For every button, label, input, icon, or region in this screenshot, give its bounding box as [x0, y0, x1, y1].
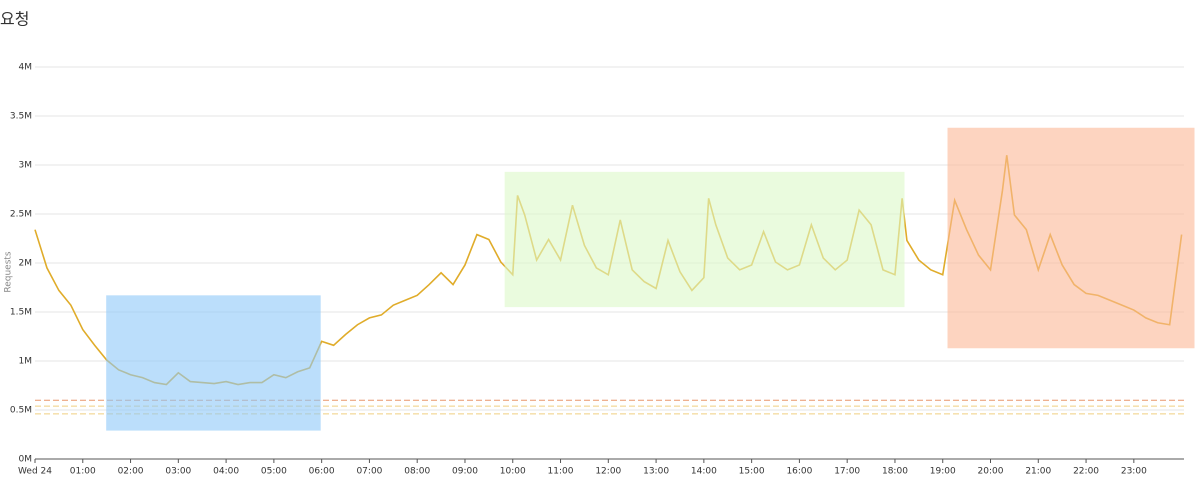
highlight-region	[504, 171, 905, 308]
highlight-region	[106, 295, 321, 431]
x-tick-label: 11:00	[548, 467, 574, 477]
y-tick-label: 3M	[19, 161, 33, 171]
x-tick-label: 14:00	[691, 467, 717, 477]
x-tick-label: 01:00	[70, 467, 96, 477]
x-tick-label: 10:00	[500, 467, 526, 477]
y-tick-label: 1.5M	[10, 308, 32, 318]
x-tick-label: 22:00	[1073, 467, 1099, 477]
x-tick-label: 12:00	[595, 467, 621, 477]
y-tick-label: 0M	[19, 455, 33, 465]
x-tick-label: 05:00	[261, 467, 287, 477]
x-tick-label: 06:00	[309, 467, 335, 477]
x-tick-label: 15:00	[739, 467, 765, 477]
x-tick-label: 23:00	[1121, 467, 1147, 477]
x-tick-label: 13:00	[643, 467, 669, 477]
x-tick-label: 19:00	[930, 467, 956, 477]
y-tick-label: 1M	[19, 357, 33, 367]
y-tick-label: 3.5M	[10, 112, 32, 122]
x-tick-label: 07:00	[356, 467, 382, 477]
x-tick-label: 09:00	[452, 467, 478, 477]
y-tick-label: 4M	[19, 63, 33, 73]
x-tick-label: 04:00	[213, 467, 239, 477]
highlight-region	[947, 127, 1195, 349]
x-tick-label: 21:00	[1025, 467, 1051, 477]
x-tick-label: Wed 24	[18, 467, 52, 477]
y-tick-label: 2M	[19, 259, 33, 269]
y-axis-label: Requests	[4, 251, 14, 293]
x-tick-label: 18:00	[882, 467, 908, 477]
x-tick-label: 03:00	[165, 467, 191, 477]
y-tick-label: 0.5M	[10, 406, 32, 416]
x-tick-label: 17:00	[834, 467, 860, 477]
chart-title: 요청	[0, 10, 29, 29]
x-tick-label: 02:00	[118, 467, 144, 477]
x-tick-label: 16:00	[786, 467, 812, 477]
x-tick-label: 08:00	[404, 467, 430, 477]
x-tick-label: 20:00	[978, 467, 1004, 477]
y-tick-label: 2.5M	[10, 210, 32, 220]
